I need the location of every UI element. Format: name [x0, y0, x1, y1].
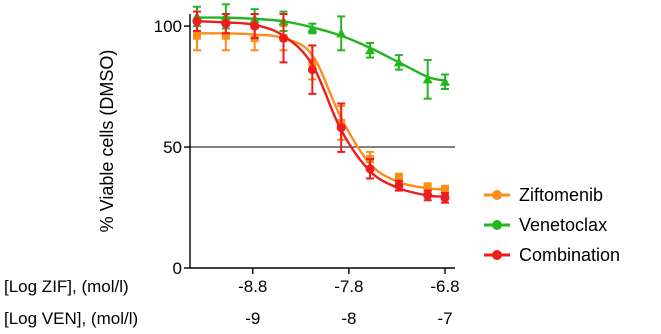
x-axis-label-zif: [Log ZIF], (mol/l)	[4, 277, 129, 296]
legend-item-ziftomenib: Ziftomenib	[484, 185, 603, 205]
series-layer	[192, 3, 450, 204]
data-point	[393, 57, 404, 67]
legend-item-venetoclax: Venetoclax	[484, 215, 607, 235]
x-tick-label-ven: -9	[245, 309, 260, 328]
data-point	[192, 16, 202, 26]
x-ticks: -8.8 -9 -7.8 -8 -6.8 -7	[238, 268, 460, 328]
legend-item-combination: Combination	[484, 245, 620, 265]
series-combination	[192, 10, 450, 204]
y-tick-label: 100	[154, 17, 182, 36]
data-point	[250, 21, 260, 31]
data-point	[336, 28, 347, 38]
data-point	[440, 193, 450, 203]
data-point	[365, 164, 375, 174]
data-point	[394, 174, 403, 183]
data-point	[336, 123, 346, 133]
y-tick-label: 50	[163, 138, 182, 157]
legend-swatch-marker	[492, 190, 502, 200]
x-axis-label-ven: [Log VEN], (mol/l)	[4, 309, 138, 328]
data-point	[221, 19, 231, 29]
x-tick-label-ven: -7	[437, 309, 452, 328]
data-point	[307, 65, 317, 75]
legend-label-venetoclax: Venetoclax	[519, 215, 607, 235]
x-tick-label-zif: -8.8	[238, 277, 267, 296]
data-point	[394, 181, 404, 191]
x-tick-label-zif: -7.8	[334, 277, 363, 296]
x-tick-label-zif: -6.8	[430, 277, 459, 296]
fit-curve-ziftomenib	[196, 32, 446, 191]
data-point	[193, 31, 201, 40]
data-point	[423, 184, 432, 193]
fit-curve-venetoclax	[196, 16, 446, 82]
legend-label-ziftomenib: Ziftomenib	[519, 185, 603, 205]
data-point	[307, 23, 318, 33]
x-tick-label-ven: -8	[341, 309, 356, 328]
legend: Ziftomenib Venetoclax Combination	[484, 185, 620, 265]
y-axis-label: % Viable cells (DMSO)	[97, 50, 117, 233]
legend-swatch-marker	[492, 220, 502, 230]
series-ziftomenib	[193, 20, 449, 197]
data-point	[440, 76, 450, 86]
y-ticks: 0 50 100	[154, 17, 190, 278]
data-point	[422, 74, 433, 84]
legend-swatch-marker	[492, 250, 502, 260]
axes	[189, 14, 455, 269]
data-point	[365, 45, 376, 55]
data-point	[441, 186, 449, 195]
legend-label-combination: Combination	[519, 245, 620, 265]
fit-curve-combination	[196, 20, 446, 198]
data-point	[423, 190, 433, 200]
y-tick-label: 0	[173, 259, 182, 278]
data-point	[221, 31, 230, 40]
data-point	[279, 33, 289, 43]
